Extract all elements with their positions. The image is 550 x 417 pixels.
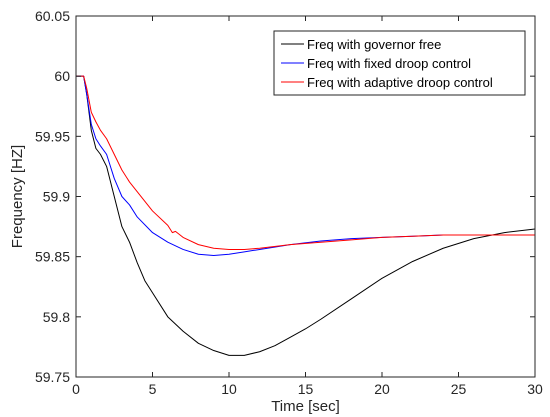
y-tick-label: 60.05 bbox=[35, 8, 70, 24]
y-tick-label: 59.9 bbox=[43, 189, 70, 205]
ticks-layer bbox=[75, 15, 536, 378]
series-line-3 bbox=[76, 75, 535, 250]
legend-label-2: Freq with fixed droop control bbox=[307, 56, 471, 71]
x-tick-label: 30 bbox=[527, 381, 543, 397]
x-axis-label: Time [sec] bbox=[271, 398, 340, 415]
y-tick-label: 59.95 bbox=[35, 128, 70, 144]
tick-labels-layer: 0 5 10 15 20 25 30 59.75 59.8 59.85 59.9 59.95 60 60.… bbox=[35, 8, 543, 397]
y-tick-label: 59.8 bbox=[43, 309, 70, 325]
x-tick-label: 5 bbox=[149, 381, 157, 397]
series-line-1 bbox=[76, 75, 536, 356]
legend-box bbox=[273, 30, 526, 96]
x-tick-label: 10 bbox=[221, 381, 237, 397]
y-tick-label: 60 bbox=[54, 68, 70, 84]
y-tick-label: 59.75 bbox=[35, 369, 70, 385]
series-layer bbox=[76, 75, 536, 356]
y-tick-label: 59.85 bbox=[35, 249, 70, 265]
x-tick-label: 15 bbox=[298, 381, 314, 397]
y-axis-label: Frequency [HZ] bbox=[9, 145, 26, 248]
legend-label-3: Freq with adaptive droop control bbox=[307, 75, 493, 90]
x-tick-label: 20 bbox=[374, 381, 390, 397]
legend-label-1: Freq with governor free bbox=[307, 37, 441, 52]
x-tick-label: 25 bbox=[451, 381, 467, 397]
legend: Freq with governor free Freq with fixed d… bbox=[273, 30, 526, 96]
x-tick-label: 0 bbox=[72, 381, 80, 397]
